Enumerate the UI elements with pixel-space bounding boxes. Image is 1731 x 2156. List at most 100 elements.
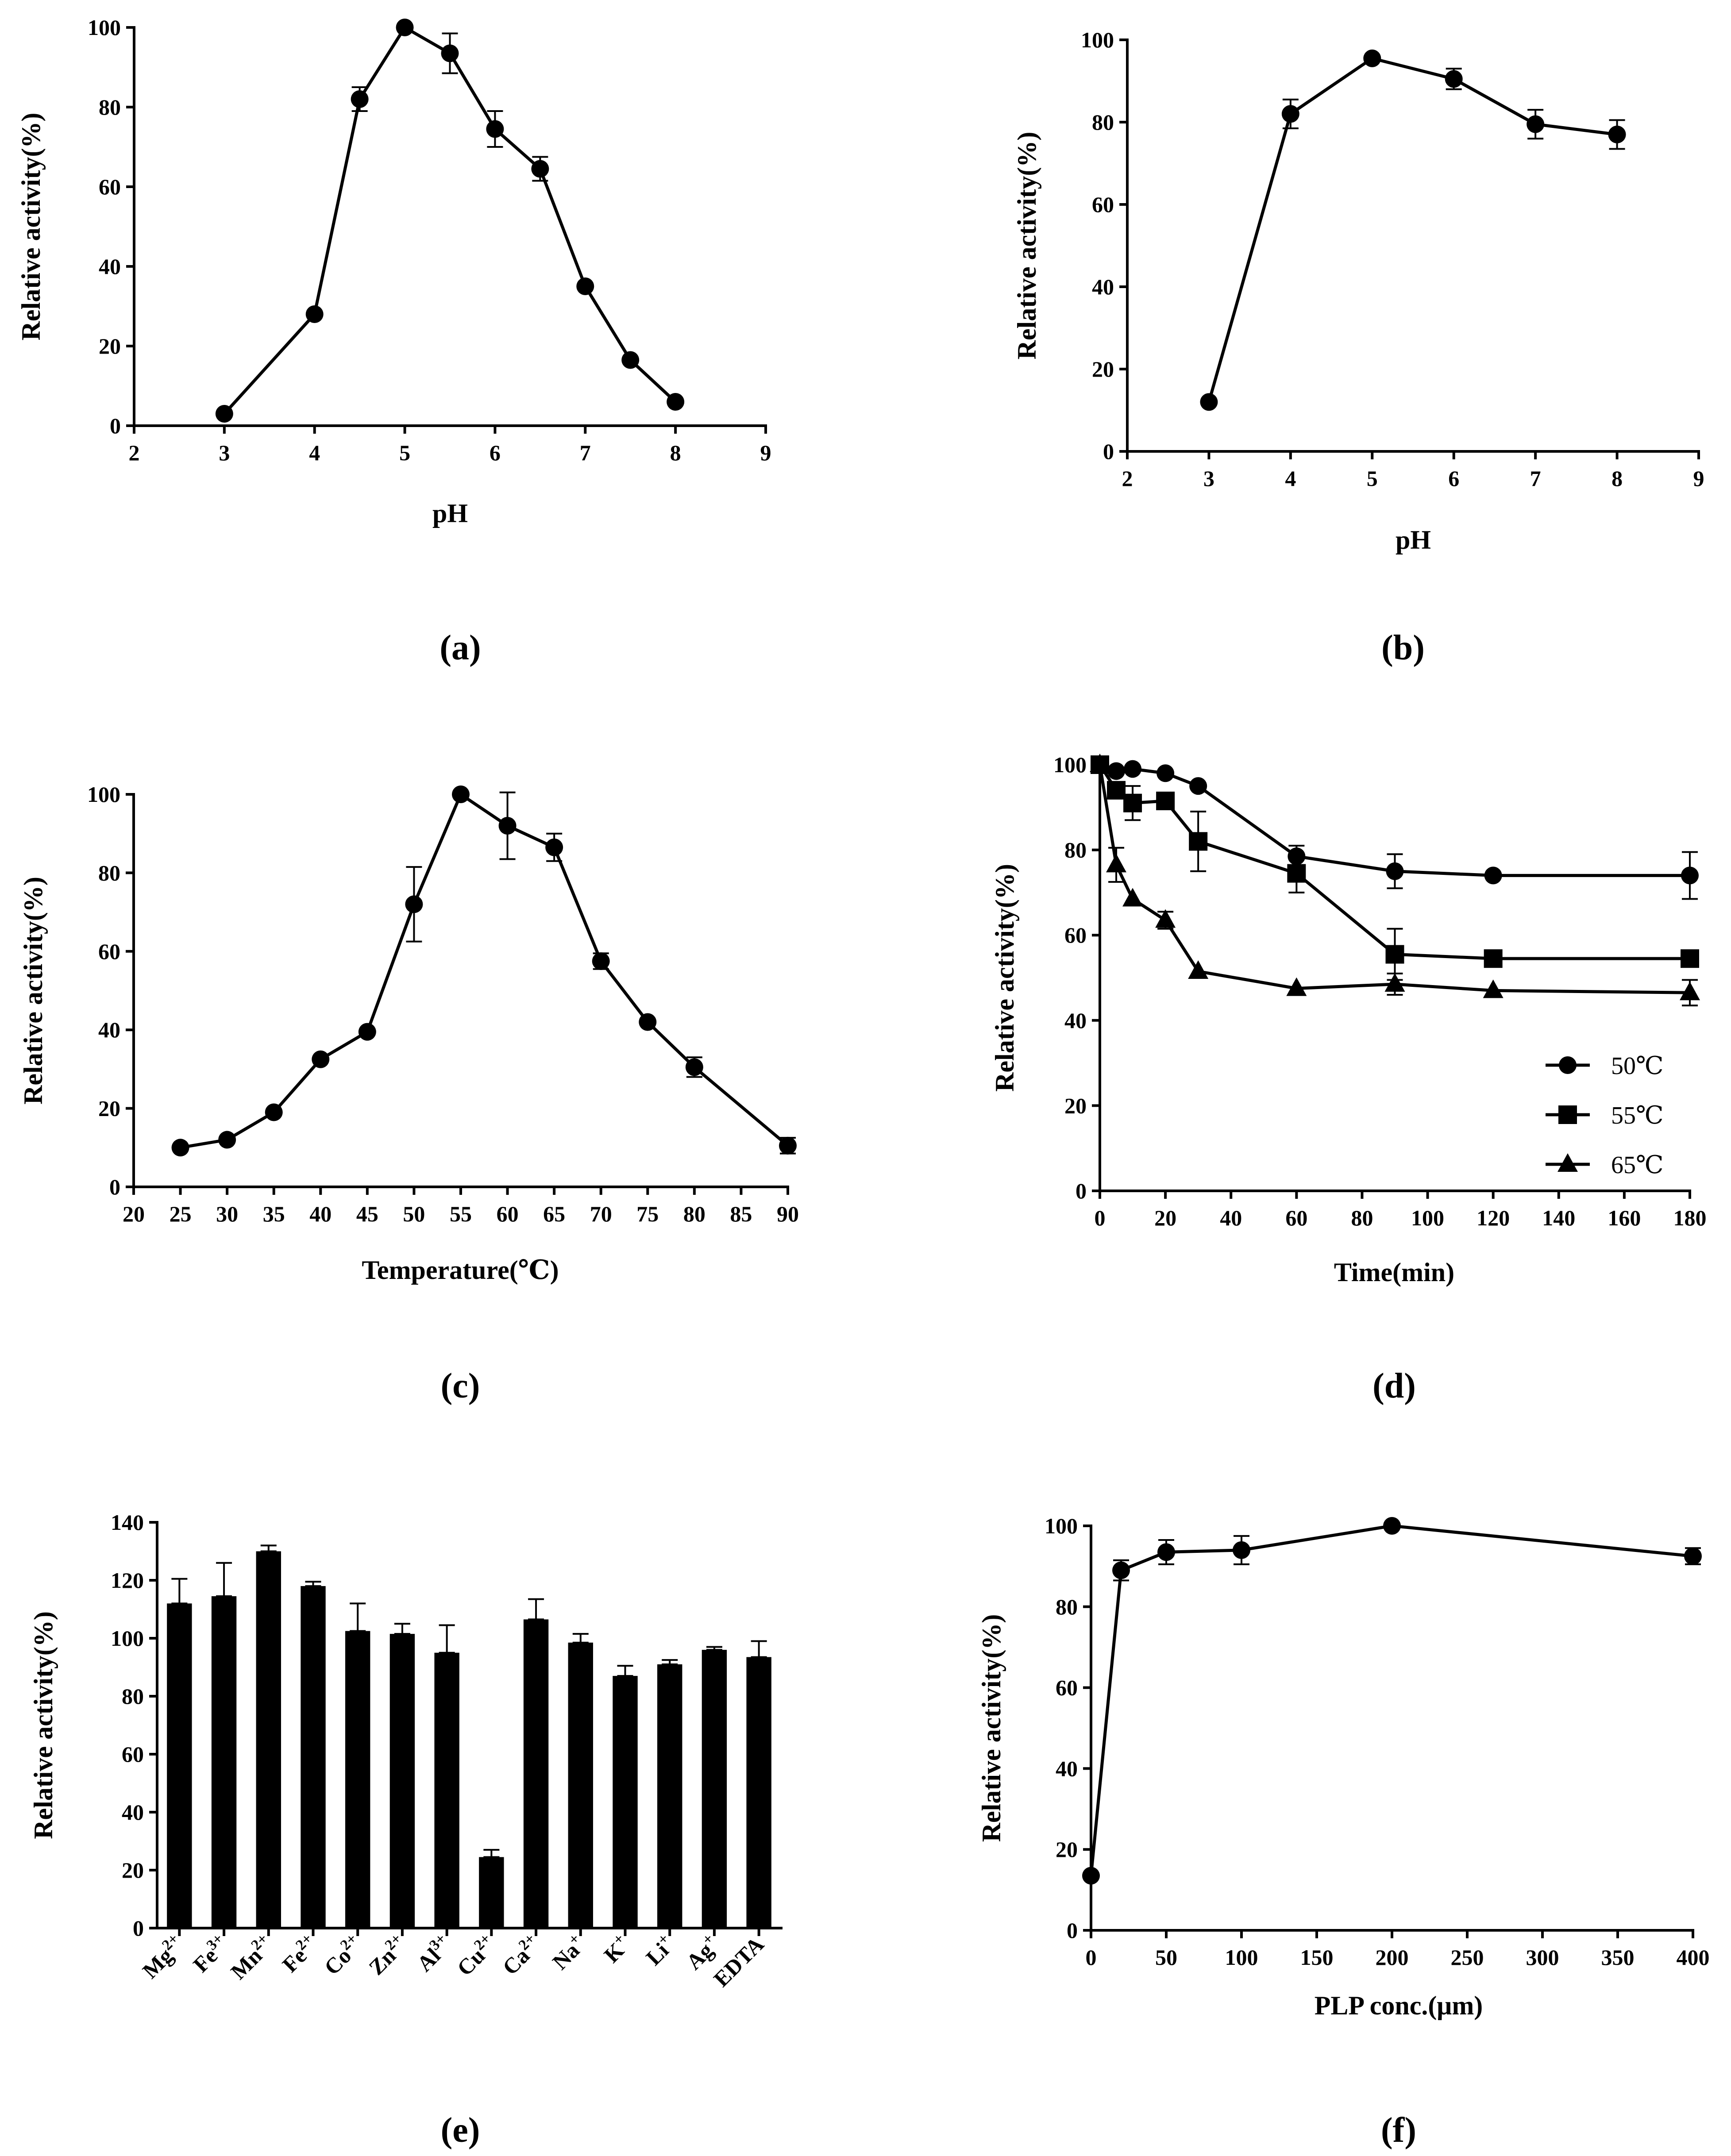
bar (702, 1650, 727, 1928)
bar-error-bar (706, 1646, 722, 1651)
category-label: Mg2+ (136, 1930, 189, 1983)
x-tick-label: 0 (1095, 1205, 1106, 1230)
data-point (1385, 945, 1404, 964)
x-tick-label: 80 (683, 1201, 706, 1226)
data-point (1484, 866, 1502, 885)
data-point (305, 305, 324, 323)
x-tick-label: 40 (1220, 1205, 1242, 1230)
y-tick-label: 80 (1064, 838, 1087, 862)
data-point (1233, 1541, 1250, 1559)
x-tick-label: 60 (497, 1201, 519, 1226)
x-tick-label: 0 (1086, 1945, 1097, 1970)
data-point (1445, 70, 1463, 88)
panel-label: (d) (1372, 1367, 1416, 1405)
legend-label: 55℃ (1611, 1102, 1664, 1129)
x-tick-label: 140 (1542, 1205, 1575, 1230)
series-1 (1082, 1517, 1702, 1885)
data-point (312, 1050, 330, 1068)
y-axis-title: Relative activity(%) (16, 113, 46, 341)
data-point (592, 952, 610, 970)
y-tick-label: 140 (111, 1510, 144, 1535)
y-axis-title: Relative activity(%) (990, 864, 1019, 1092)
category-label: Al3+ (411, 1930, 457, 1976)
x-tick-label: 4 (309, 440, 320, 465)
data-point (1155, 909, 1176, 928)
data-point (1200, 393, 1218, 411)
bar-error-bar (171, 1578, 188, 1605)
panel-label: (f) (1381, 2111, 1416, 2150)
data-point (171, 1139, 189, 1157)
data-point (452, 785, 470, 803)
category-label: Na+ (546, 1930, 590, 1974)
y-tick-label: 40 (1092, 274, 1114, 299)
y-tick-label: 40 (1064, 1008, 1087, 1033)
x-tick-label: 3 (219, 440, 230, 465)
x-tick-label: 400 (1677, 1945, 1710, 1970)
bar-error-bar (305, 1581, 321, 1587)
x-tick-label: 50 (1155, 1945, 1177, 1970)
y-tick-label: 80 (1092, 110, 1114, 135)
bar (389, 1634, 415, 1928)
data-point (498, 816, 517, 835)
x-tick-label: 350 (1601, 1945, 1635, 1970)
y-tick-label: 0 (133, 1916, 144, 1940)
x-tick-label: 150 (1300, 1945, 1334, 1970)
legend-label: 50℃ (1611, 1052, 1664, 1080)
data-point (1287, 864, 1306, 883)
x-tick-label: 25 (170, 1201, 192, 1226)
y-tick-label: 100 (1053, 752, 1087, 777)
data-point (1122, 888, 1143, 907)
x-tick-label: 120 (1477, 1205, 1510, 1230)
data-point (441, 44, 459, 62)
x-tick-label: 3 (1203, 466, 1214, 491)
x-tick-label: 6 (1448, 466, 1459, 491)
x-tick-label: 20 (1154, 1205, 1176, 1230)
legend-marker (1559, 1056, 1577, 1074)
y-tick-label: 0 (1103, 439, 1114, 464)
x-tick-label: 60 (1285, 1205, 1307, 1230)
bar (523, 1619, 549, 1928)
category-label: Mn2+ (224, 1930, 278, 1984)
x-tick-label: 8 (1611, 466, 1623, 491)
data-point (639, 1013, 657, 1031)
data-point (1384, 973, 1405, 992)
x-tick-label: 5 (399, 440, 410, 465)
bar (211, 1596, 237, 1928)
data-point (545, 838, 563, 856)
y-tick-label: 0 (1076, 1178, 1087, 1203)
y-tick-label: 60 (99, 174, 121, 199)
bar-error-bar (751, 1640, 767, 1658)
y-tick-label: 40 (122, 1800, 144, 1825)
data-point (1188, 960, 1209, 979)
x-axis-title: pH (432, 499, 468, 528)
legend: 50℃ 55℃ 65℃ (1546, 1052, 1664, 1179)
x-tick-label: 90 (777, 1201, 799, 1226)
category-label: K+ (598, 1930, 635, 1967)
y-tick-label: 120 (111, 1568, 144, 1593)
y-tick-label: 40 (1056, 1756, 1078, 1781)
x-axis-title: Time(min) (1334, 1258, 1454, 1287)
data-point (576, 277, 594, 295)
x-tick-label: 65 (543, 1201, 565, 1226)
data-point (1157, 1543, 1175, 1561)
x-tick-label: 2 (1122, 466, 1133, 491)
series-3 (1090, 754, 1700, 1007)
legend-label: 65℃ (1611, 1151, 1664, 1179)
data-point (1112, 1561, 1130, 1579)
y-tick-label: 60 (1092, 192, 1114, 217)
y-tick-label: 60 (122, 1742, 144, 1767)
data-point (1386, 862, 1404, 880)
x-axis-title: Temperature(℃) (362, 1255, 559, 1285)
legend-item: 65℃ (1546, 1151, 1664, 1179)
x-tick-label: 9 (760, 440, 771, 465)
x-tick-label: 6 (490, 440, 501, 465)
x-tick-label: 75 (636, 1201, 659, 1226)
y-tick-label: 100 (111, 1626, 144, 1651)
y-tick-label: 80 (99, 95, 121, 119)
chart-panel-b: 0 20 40 60 80 100 2 3 4 5 6 7 8 9 Relative activity(%)… (1012, 27, 1704, 667)
category-label: Ca2+ (496, 1930, 545, 1979)
data-point (1123, 793, 1142, 812)
x-tick-label: 50 (403, 1201, 425, 1226)
category-label: Zn2+ (362, 1930, 412, 1979)
y-tick-label: 20 (98, 1096, 120, 1121)
